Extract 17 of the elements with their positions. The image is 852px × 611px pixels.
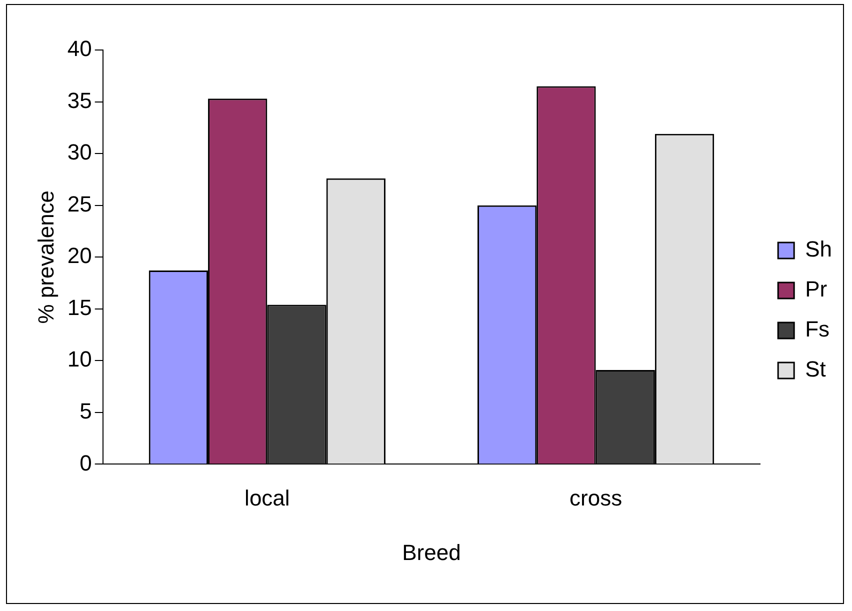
y-tick-label: 40 (67, 36, 92, 62)
y-tick-label: 30 (67, 140, 92, 165)
legend-label: Pr (805, 276, 828, 302)
y-tick-label: 20 (67, 243, 92, 268)
y-tick-label: 5 (80, 398, 92, 424)
y-axis-title: % prevalence (33, 190, 58, 324)
y-tick-label: 35 (67, 88, 92, 113)
x-tick-label: local (244, 485, 290, 510)
y-tick-label: 15 (67, 294, 92, 320)
y-tick-label: 0 (80, 450, 92, 476)
x-tick-label: cross (570, 485, 622, 510)
y-tick-label: 25 (67, 191, 92, 216)
legend-label: Sh (805, 236, 832, 262)
legend-label: Fs (805, 316, 830, 342)
legend-label: St (805, 356, 826, 382)
y-tick-label: 10 (67, 346, 92, 372)
x-axis-title: Breed (402, 540, 461, 565)
